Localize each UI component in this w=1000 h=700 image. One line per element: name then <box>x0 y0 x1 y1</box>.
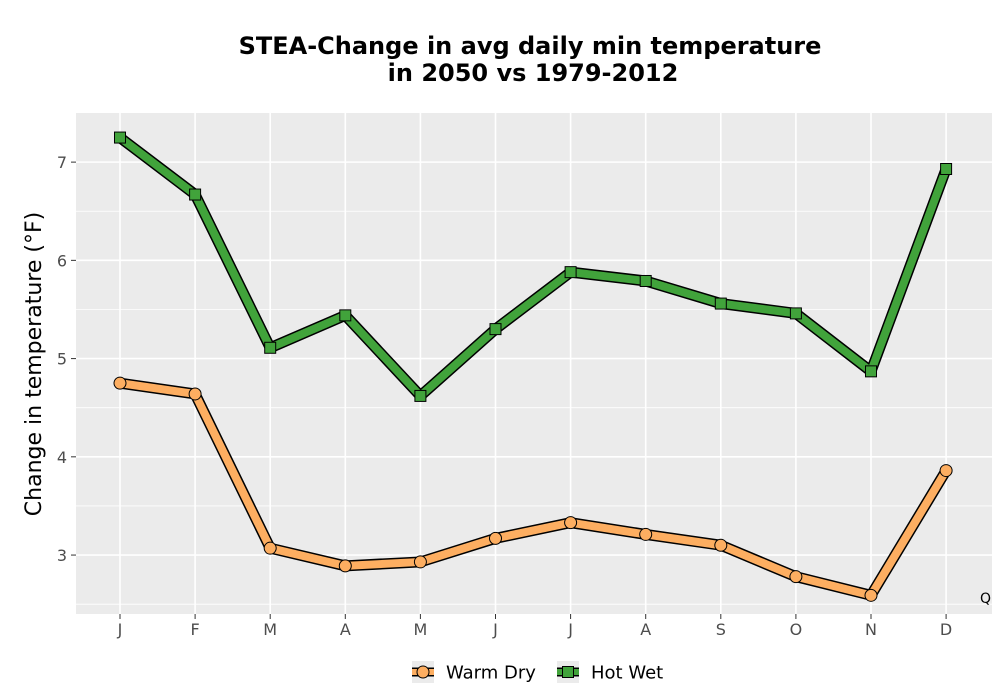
data-point <box>564 516 578 530</box>
axis-ticks: 3 4 5 6 7 J F M A M J J A S O N D <box>57 153 952 639</box>
legend-label: Warm Dry <box>446 663 536 684</box>
data-point <box>414 389 427 402</box>
x-tick-label: J <box>567 620 573 639</box>
chart-title-line2: in 2050 vs 1979-2012 <box>388 59 679 87</box>
data-point <box>865 365 877 378</box>
y-tick-label: 3 <box>57 546 67 565</box>
x-tick-label: N <box>865 620 877 639</box>
data-point <box>639 274 652 287</box>
data-point <box>489 323 502 336</box>
legend-key-marker <box>562 666 574 678</box>
x-tick-label: J <box>117 620 123 639</box>
y-tick-label: 5 <box>57 350 67 369</box>
x-tick-label: O <box>790 620 803 639</box>
data-point <box>264 341 277 354</box>
x-tick-label: D <box>940 620 952 639</box>
x-tick-label: S <box>716 620 726 639</box>
data-point <box>864 588 878 602</box>
grid-minor <box>76 210 992 605</box>
x-tick-label: A <box>640 620 651 639</box>
data-point <box>114 131 126 144</box>
y-tick-label: 4 <box>57 448 67 467</box>
legend-key-marker <box>416 665 430 679</box>
x-tick-label: M <box>413 620 427 639</box>
y-tick-label: 6 <box>57 251 67 270</box>
data-point <box>263 541 277 555</box>
corner-label: Q <box>980 591 991 607</box>
data-point <box>639 527 653 541</box>
data-point <box>113 376 127 390</box>
data-point <box>189 188 202 201</box>
series-line <box>116 133 951 400</box>
data-point <box>714 538 728 552</box>
x-tick-label: A <box>340 620 351 639</box>
data-point <box>564 266 577 279</box>
data-point <box>339 309 352 322</box>
x-tick-label: M <box>263 620 277 639</box>
data-point <box>338 559 352 573</box>
x-tick-label: J <box>492 620 498 639</box>
data-point <box>939 464 953 478</box>
chart-title-line1: STEA-Change in avg daily min temperature <box>239 32 822 60</box>
y-tick-label: 7 <box>57 153 67 172</box>
data-point <box>489 531 502 545</box>
data-point <box>789 570 803 584</box>
y-axis-label: Change in temperature (°F) <box>22 212 47 516</box>
data-point <box>714 297 727 310</box>
series-layer <box>113 131 953 602</box>
x-tick-label: F <box>190 620 199 639</box>
legend: Warm Dry Hot Wet <box>412 661 663 684</box>
series-line <box>116 379 951 600</box>
data-point <box>413 555 427 569</box>
data-point <box>940 162 953 175</box>
data-point <box>789 307 802 320</box>
legend-label: Hot Wet <box>591 663 663 684</box>
data-point <box>188 387 202 401</box>
